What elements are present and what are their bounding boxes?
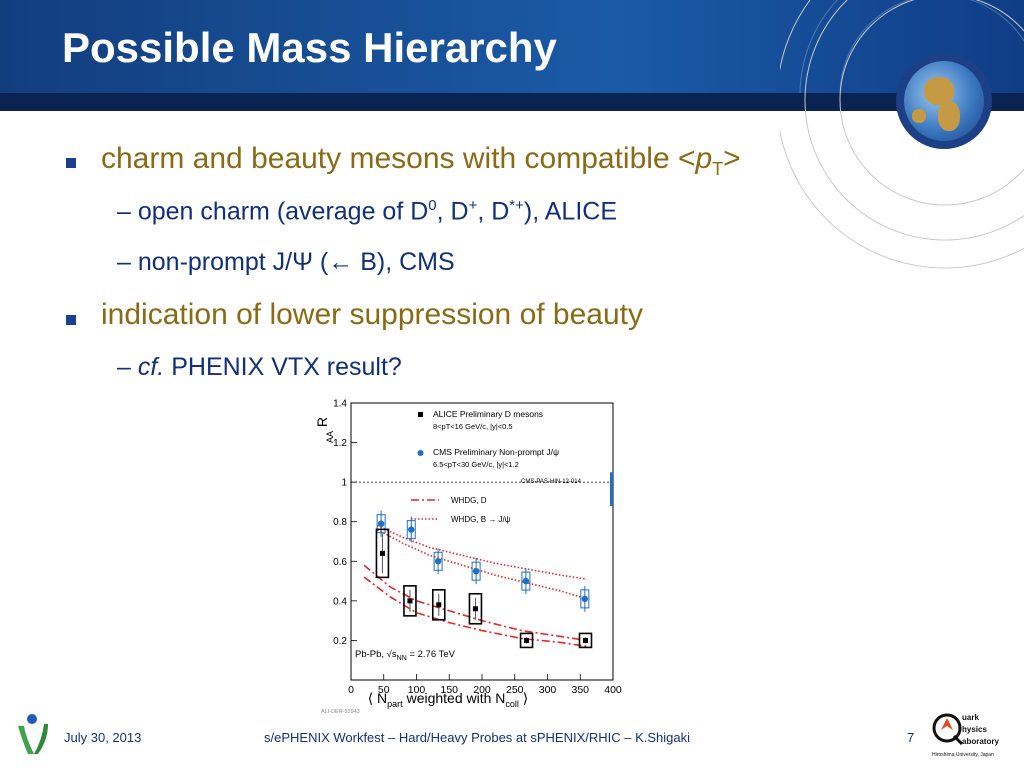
alice-syst-box bbox=[578, 632, 593, 649]
bullet-square-icon bbox=[66, 158, 76, 168]
y-tick-label: 0.4 bbox=[333, 596, 347, 607]
footer-date: July 30, 2013 bbox=[64, 730, 142, 745]
alice-syst-box bbox=[403, 585, 417, 617]
header-band bbox=[0, 0, 1024, 93]
legend-cms-marker bbox=[417, 450, 424, 456]
plot-area bbox=[350, 402, 614, 681]
x-tick-label: 350 bbox=[571, 684, 589, 696]
chart-frame bbox=[350, 402, 614, 681]
alice-syst-box bbox=[519, 632, 534, 649]
cms-global-uncertainty bbox=[610, 472, 613, 506]
x-tick-label: 250 bbox=[506, 684, 524, 696]
chart-ticks: 0 50 100 150 200 250 300 350 400 0.2 0.4 0.6 0.8 1 1.2… bbox=[333, 399, 622, 697]
x-tick-label: 100 bbox=[408, 684, 426, 696]
cms-point bbox=[434, 558, 442, 565]
legend-entry: CMS Preliminary Non-prompt J/ψ bbox=[433, 447, 559, 457]
alice-point bbox=[379, 550, 385, 556]
cms-point bbox=[377, 520, 385, 527]
slide-title: Possible Mass Hierarchy bbox=[62, 24, 557, 71]
left-logo-icon bbox=[18, 714, 48, 754]
cms-point bbox=[408, 526, 415, 533]
logo-line-4: Hiroshima University, Japan bbox=[932, 752, 994, 758]
y-tick-label: 0.8 bbox=[333, 517, 347, 528]
legend-entry: WHDG, B → J/ψ bbox=[451, 515, 511, 524]
legend-entry: CMS-PAS-HIN-12-014 bbox=[521, 479, 582, 485]
alice-point bbox=[407, 598, 413, 604]
energy-annotation: Pb-Pb, √sNN = 2.76 TeV bbox=[355, 649, 456, 662]
legend-alice-marker bbox=[418, 412, 423, 417]
chart-legend: ALICE Preliminary D mesons 8<pT<16 GeV/c,… bbox=[411, 409, 582, 524]
chart-tag: ALI-DER-52943 bbox=[321, 709, 360, 715]
legend-entry: WHDG, D bbox=[451, 496, 487, 505]
x-tick-label: 150 bbox=[440, 684, 458, 696]
footer-center: s/ePHENIX Workfest – Hard/Heavy Probes a… bbox=[264, 730, 691, 745]
theory-curve bbox=[363, 564, 587, 642]
sub-bullet-1-2-text: non-prompt J/Ψ (← B), CMS bbox=[137, 248, 455, 276]
y-axis-label: R bbox=[314, 417, 330, 427]
bullet-1: charm and beauty mesons with compatible … bbox=[101, 142, 741, 179]
legend-entry: 8<pT<16 GeV/c, |y|<0.5 bbox=[433, 422, 513, 431]
y-tick-label: 1.4 bbox=[333, 399, 347, 410]
sub-bullet-2-1: – cf. PHENIX VTX result? bbox=[117, 353, 402, 381]
alice-syst-box bbox=[375, 528, 390, 579]
logo-line-3: aboratory bbox=[962, 737, 999, 746]
sub-bullet-1-2: – non-prompt J/Ψ (← B), CMS bbox=[117, 248, 455, 276]
cms-point bbox=[522, 577, 530, 585]
cms-point bbox=[581, 595, 589, 603]
logo-line-1: uark bbox=[962, 713, 979, 722]
legend-entry: ALICE Preliminary D mesons bbox=[433, 409, 543, 419]
x-axis-label: ⟨ Npart weighted with Ncoll ⟩ bbox=[368, 690, 529, 709]
y-tick-label: 0.2 bbox=[333, 636, 347, 647]
sub-bullet-1-1: – open charm (average of D0, D+, D*+), A… bbox=[117, 197, 617, 226]
alice-point bbox=[524, 637, 530, 643]
alice-point bbox=[582, 637, 588, 643]
x-tick-label: 400 bbox=[604, 684, 622, 696]
bullet-2: indication of lower suppression of beaut… bbox=[101, 298, 643, 331]
legend-entry: 6.5<pT<30 GeV/c, |y|<1.2 bbox=[433, 460, 519, 469]
alice-syst-box bbox=[431, 589, 446, 621]
alice-point bbox=[436, 602, 442, 608]
x-tick-label: 0 bbox=[348, 684, 354, 696]
theory-curve bbox=[363, 576, 587, 648]
x-tick-label: 300 bbox=[539, 684, 557, 696]
x-tick-label: 200 bbox=[473, 684, 491, 696]
y-tick-label: 1.2 bbox=[333, 438, 347, 449]
alice-syst-box bbox=[468, 592, 483, 625]
corner-arcs bbox=[780, 0, 1024, 269]
lab-logo-icon: uark hysics aboratory Hiroshima Universi… bbox=[932, 713, 999, 758]
alice-point bbox=[472, 606, 478, 612]
globe-icon bbox=[896, 53, 992, 149]
header-strip bbox=[0, 93, 1024, 111]
x-tick-label: 50 bbox=[378, 684, 390, 696]
raa-chart: 0 50 100 150 200 250 300 350 400 0.2 0.4 0.6 0.8 1 1.2… bbox=[314, 399, 622, 716]
pt-symbol: p bbox=[695, 142, 713, 175]
chart-marks bbox=[375, 510, 593, 649]
footer-page-number: 7 bbox=[907, 730, 915, 745]
y-axis-label-sub: AA bbox=[325, 431, 335, 443]
cms-point bbox=[472, 567, 480, 575]
y-tick-label: 0.6 bbox=[333, 557, 347, 568]
bullet-square-icon bbox=[66, 315, 76, 325]
logo-line-2: hysics bbox=[962, 725, 987, 734]
bullet-1-text-a: charm and beauty mesons with compatible … bbox=[101, 142, 696, 175]
y-tick-label: 1 bbox=[341, 478, 347, 489]
